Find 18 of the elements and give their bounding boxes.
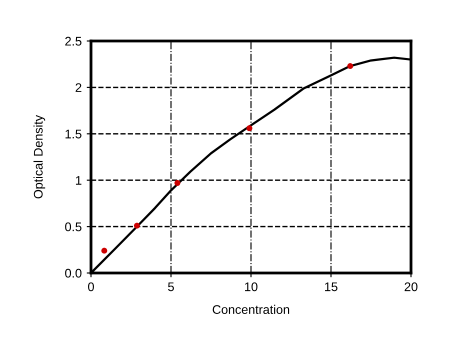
y-tick-label: 0.0	[65, 268, 82, 278]
y-tick-label: 1.5	[66, 130, 82, 138]
x-tick-label: 0	[88, 282, 94, 292]
x-tick-label: 5	[168, 282, 174, 292]
y-tick-label: 1	[76, 176, 82, 185]
x-tick-label: 20	[404, 282, 418, 292]
y-tick-label: 0.5	[65, 222, 82, 232]
point	[134, 222, 140, 229]
y-tick-label: 2	[76, 83, 82, 92]
x-tick-label: 15	[325, 282, 338, 292]
point	[174, 180, 180, 186]
y-axis-title: Optical Density	[34, 114, 46, 198]
point	[246, 125, 252, 132]
x-tick-label: 10	[245, 282, 258, 292]
point	[101, 248, 108, 254]
y-tick-label: 2.5	[65, 36, 82, 46]
point	[347, 63, 354, 69]
x-axis-title: Concentration	[212, 304, 290, 314]
